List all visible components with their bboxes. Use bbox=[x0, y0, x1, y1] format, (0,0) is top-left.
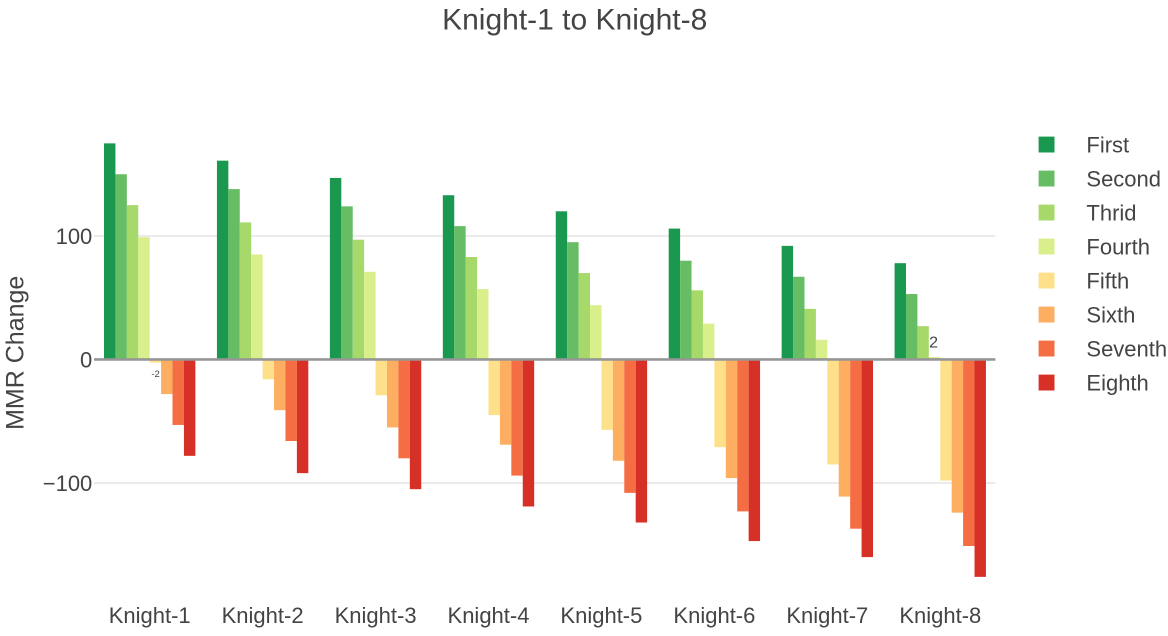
svg-text:100: 100 bbox=[56, 224, 93, 249]
svg-text:Eighth: Eighth bbox=[1086, 370, 1148, 395]
svg-text:MMR Change: MMR Change bbox=[2, 276, 30, 430]
svg-text:Fourth: Fourth bbox=[1086, 234, 1150, 259]
svg-text:Knight-2: Knight-2 bbox=[222, 603, 304, 628]
svg-text:Seventh: Seventh bbox=[1086, 336, 1167, 361]
svg-text:Second: Second bbox=[1086, 166, 1161, 191]
svg-text:−100: −100 bbox=[43, 471, 93, 496]
svg-text:Knight-7: Knight-7 bbox=[786, 603, 868, 628]
svg-text:Knight-1 to Knight-8: Knight-1 to Knight-8 bbox=[442, 4, 707, 37]
svg-text:Knight-5: Knight-5 bbox=[560, 603, 642, 628]
svg-text:0: 0 bbox=[80, 348, 92, 373]
svg-text:Knight-8: Knight-8 bbox=[899, 603, 981, 628]
svg-text:Knight-3: Knight-3 bbox=[335, 603, 417, 628]
svg-text:Thrid: Thrid bbox=[1086, 200, 1136, 225]
svg-text:Knight-1: Knight-1 bbox=[109, 603, 191, 628]
svg-text:2: 2 bbox=[929, 335, 938, 352]
svg-text:First: First bbox=[1086, 132, 1129, 157]
svg-text:Sixth: Sixth bbox=[1086, 302, 1135, 327]
svg-text:-2: -2 bbox=[151, 369, 159, 380]
svg-text:Knight-4: Knight-4 bbox=[448, 603, 530, 628]
svg-text:Knight-6: Knight-6 bbox=[673, 603, 755, 628]
svg-text:Fifth: Fifth bbox=[1086, 268, 1129, 293]
